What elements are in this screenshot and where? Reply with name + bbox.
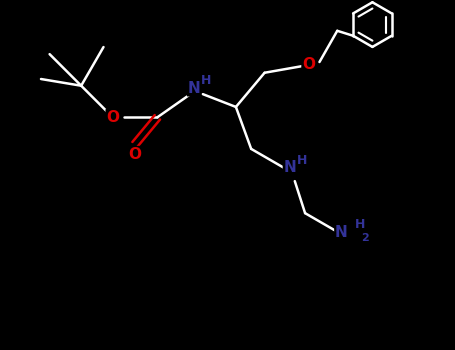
Text: N: N: [335, 224, 348, 239]
Text: H: H: [297, 154, 308, 167]
Text: H: H: [354, 218, 365, 231]
Text: O: O: [129, 147, 142, 162]
Text: O: O: [302, 57, 315, 72]
Text: 2: 2: [361, 233, 369, 243]
Text: N: N: [187, 81, 200, 96]
Text: H: H: [201, 74, 211, 87]
Text: N: N: [283, 160, 296, 175]
Text: O: O: [106, 110, 119, 125]
